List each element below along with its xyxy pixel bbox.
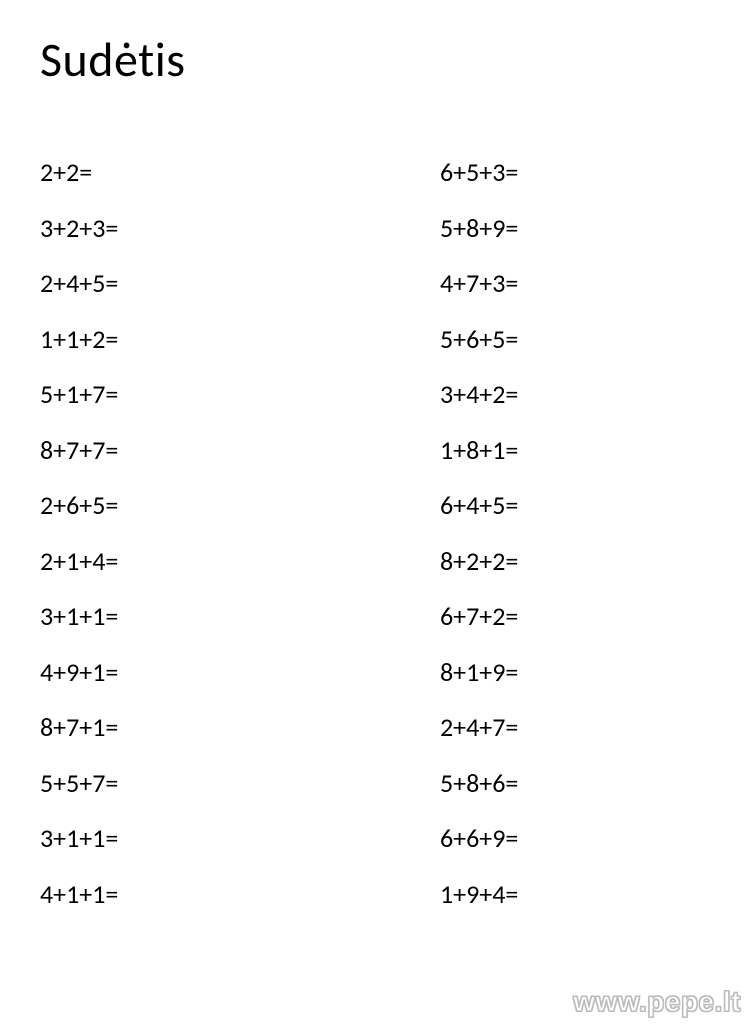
problem-item: 4+9+1= [40,659,440,685]
problem-item: 6+4+5= [440,492,713,518]
problem-item: 2+1+4= [40,548,440,574]
problem-item: 3+2+3= [40,215,440,241]
problem-item: 5+8+6= [440,770,713,796]
page-title: Sudėtis [40,30,713,89]
problem-item: 2+6+5= [40,492,440,518]
problem-item: 1+9+4= [440,881,713,907]
problem-item: 4+1+1= [40,881,440,907]
problem-item: 2+4+5= [40,270,440,296]
problems-container: 2+2= 3+2+3= 2+4+5= 1+1+2= 5+1+7= 8+7+7= … [40,159,713,936]
problem-item: 3+1+1= [40,603,440,629]
problem-item: 1+8+1= [440,437,713,463]
problem-item: 8+1+9= [440,659,713,685]
problem-item: 5+8+9= [440,215,713,241]
right-column: 6+5+3= 5+8+9= 4+7+3= 5+6+5= 3+4+2= 1+8+1… [440,159,713,936]
watermark-text: www.pepe.lt [573,986,741,1018]
worksheet-page: Sudėtis 2+2= 3+2+3= 2+4+5= 1+1+2= 5+1+7=… [0,0,753,1024]
problem-item: 8+7+1= [40,714,440,740]
problem-item: 1+1+2= [40,326,440,352]
problem-item: 2+2= [40,159,440,185]
problem-item: 3+1+1= [40,825,440,851]
problem-item: 2+4+7= [440,714,713,740]
problem-item: 8+2+2= [440,548,713,574]
problem-item: 5+5+7= [40,770,440,796]
problem-item: 5+1+7= [40,381,440,407]
left-column: 2+2= 3+2+3= 2+4+5= 1+1+2= 5+1+7= 8+7+7= … [40,159,440,936]
problem-item: 6+6+9= [440,825,713,851]
problem-item: 6+5+3= [440,159,713,185]
problem-item: 8+7+7= [40,437,440,463]
problem-item: 3+4+2= [440,381,713,407]
problem-item: 4+7+3= [440,270,713,296]
problem-item: 6+7+2= [440,603,713,629]
problem-item: 5+6+5= [440,326,713,352]
